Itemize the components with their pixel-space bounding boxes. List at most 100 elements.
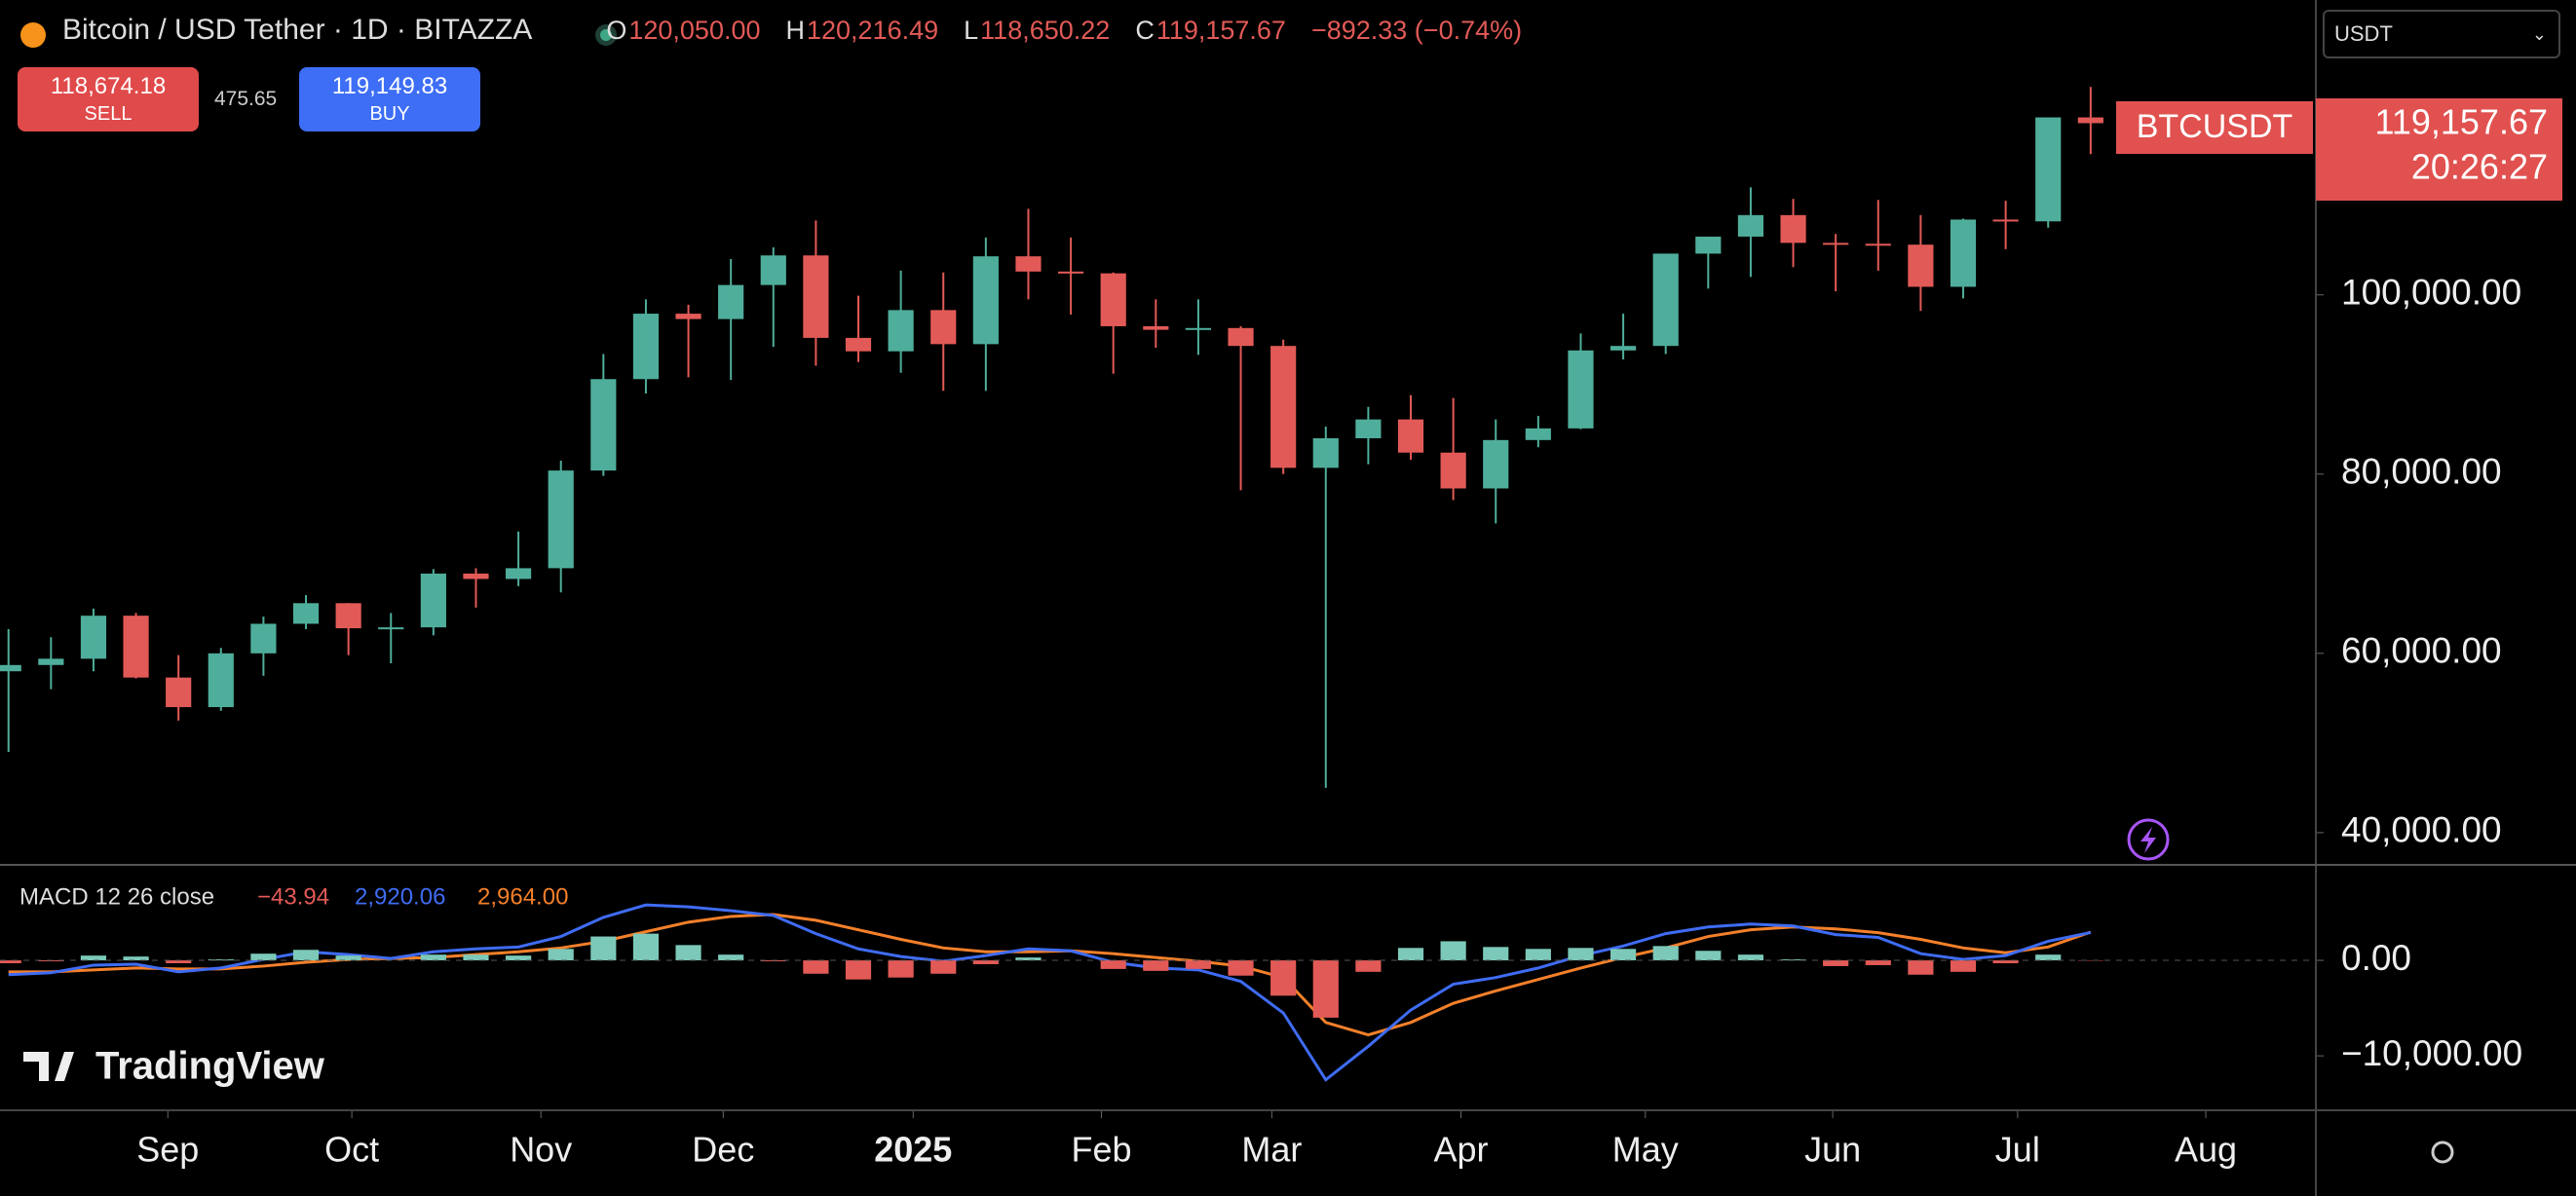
y-tick-label: 0.00 — [2341, 938, 2411, 978]
histogram-bar — [1737, 954, 1764, 961]
y-tick-label: 80,000.00 — [2341, 452, 2502, 492]
lightning-icon — [2140, 827, 2156, 853]
lightning-button[interactable] — [2127, 818, 2170, 861]
ohlc-key: O — [606, 15, 627, 45]
histogram-bar — [1143, 960, 1169, 971]
histogram-bar — [548, 949, 574, 961]
histogram-bar — [1568, 948, 1594, 961]
histogram-bar — [1397, 948, 1424, 961]
histogram-bar — [803, 960, 829, 974]
histogram-bar — [1228, 960, 1254, 976]
histogram-bar — [930, 960, 957, 974]
x-tick-label: Sep — [136, 1130, 199, 1170]
price-tag-price: 119,157.67 — [2374, 102, 2548, 142]
ohlc-key: H — [785, 15, 806, 45]
histogram-bar — [888, 960, 914, 978]
histogram-bar — [1865, 960, 1891, 965]
histogram-bar — [80, 955, 107, 961]
histogram-bar — [2035, 954, 2062, 961]
histogram-bar — [1908, 960, 1934, 975]
histogram-bar — [1652, 946, 1679, 961]
x-tick-label: Jul — [1995, 1130, 2040, 1170]
coin-icon — [20, 22, 46, 48]
macd-line — [8, 903, 2092, 1082]
x-tick-label: Dec — [692, 1130, 754, 1170]
macd-line — [8, 913, 2092, 1037]
histogram-bar — [166, 960, 192, 963]
histogram-bar — [420, 954, 446, 961]
histogram-bar — [845, 960, 872, 980]
price-tag-countdown: 20:26:27 — [2411, 147, 2548, 187]
macd-title: MACD 12 26 close — [19, 883, 214, 910]
logo-mark — [23, 1052, 74, 1081]
x-tick-label: May — [1612, 1130, 1679, 1170]
sell-button[interactable]: 118,674.18 SELL — [18, 67, 199, 131]
ohlc-value: 119,157.67 — [1155, 15, 1286, 45]
buy-price: 119,149.83 — [331, 73, 448, 99]
histogram-bar — [123, 956, 149, 961]
ohlc-value: 120,216.49 — [807, 15, 939, 45]
histogram-bar — [1695, 951, 1722, 961]
header: Bitcoin / USD Tether · 1D · BITAZZA O 120… — [19, 14, 1522, 47]
histogram-bar — [1823, 960, 1849, 966]
y-tick-label: 100,000.00 — [2341, 273, 2521, 313]
macd-legend-value: 2,920.06 — [355, 883, 445, 910]
histogram-bar — [1610, 949, 1637, 961]
ohlc-value: 120,050.00 — [628, 15, 761, 45]
macd-legend-value: 2,964.00 — [477, 883, 568, 910]
x-tick-label: Oct — [324, 1130, 379, 1170]
histogram-bar — [0, 960, 21, 963]
x-tick-label: Jun — [1804, 1130, 1861, 1170]
symbol-tag-text: BTCUSDT — [2137, 108, 2293, 145]
histogram-bar — [1525, 949, 1551, 961]
histogram-bar — [590, 936, 617, 961]
histogram-bar — [1312, 960, 1339, 1018]
currency-select[interactable]: USDT ⌄ — [2323, 10, 2560, 58]
histogram-bar — [1270, 960, 1297, 996]
price-tag — [2316, 98, 2562, 201]
symbol-title: Bitcoin / USD Tether · 1D · BITAZZA — [62, 14, 533, 46]
x-tick-label: Mar — [1241, 1130, 1302, 1170]
histogram-bar — [463, 954, 489, 961]
histogram-bar — [506, 955, 532, 961]
histogram-bar — [718, 954, 744, 961]
chevron: ⌄ — [2531, 24, 2547, 44]
change: −892.33 (−0.74%) — [1310, 15, 1523, 45]
y-tick-label: 60,000.00 — [2341, 631, 2502, 671]
histogram-bar — [208, 959, 234, 961]
histogram-bar — [250, 953, 277, 961]
y-tick-label: −10,000.00 — [2341, 1033, 2522, 1073]
x-tick-label: Feb — [1071, 1130, 1131, 1170]
spread: 475.65 — [214, 88, 278, 110]
x-tick-label: 2025 — [874, 1130, 952, 1170]
histogram-bar — [1100, 960, 1126, 969]
x-tick-label: Apr — [1433, 1130, 1488, 1170]
histogram-bar — [1992, 960, 2019, 963]
settings-button[interactable] — [2431, 1140, 2454, 1164]
status-dot — [600, 29, 612, 41]
histogram-bar — [1483, 947, 1509, 961]
ohlc-key: L — [964, 15, 979, 45]
buy-button[interactable]: 119,149.83 BUY — [299, 67, 480, 131]
x-tick-label: Nov — [510, 1130, 572, 1170]
histogram-bar — [335, 955, 361, 961]
histogram-bar — [675, 945, 701, 961]
x-tick-label: Aug — [2175, 1130, 2237, 1170]
ohlc-key: C — [1135, 15, 1155, 45]
histogram-bar — [972, 960, 999, 964]
macd-legend-value: −43.94 — [257, 883, 329, 910]
y-tick-label: 40,000.00 — [2341, 810, 2502, 850]
symbol-tag — [2116, 101, 2313, 154]
histogram-bar — [1015, 957, 1042, 961]
sell-price: 118,674.18 — [50, 73, 167, 99]
histogram-bar — [292, 950, 320, 961]
candle-body — [0, 664, 21, 672]
buy-label: BUY — [369, 103, 410, 125]
histogram-bar — [632, 933, 660, 961]
histogram-bar — [1440, 941, 1466, 961]
histogram-bar — [1950, 960, 1977, 972]
sell-label: SELL — [84, 103, 133, 125]
histogram-bar — [1355, 960, 1382, 972]
